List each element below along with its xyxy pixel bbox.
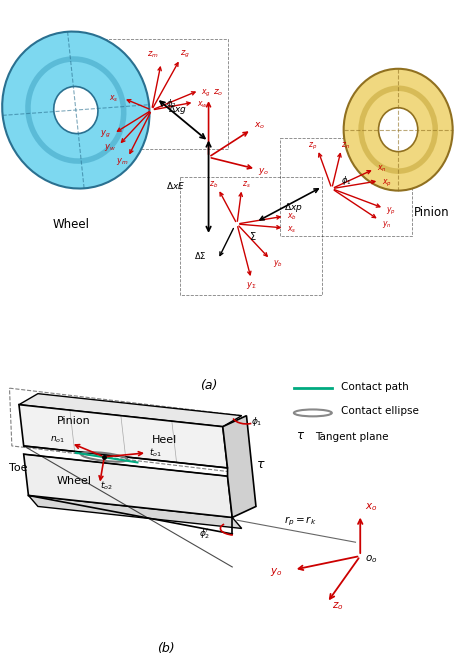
- Text: (b): (b): [157, 643, 175, 655]
- Text: $y_o$: $y_o$: [258, 166, 270, 177]
- Text: $z_o$: $z_o$: [213, 87, 224, 98]
- Text: $z_p$: $z_p$: [308, 141, 317, 152]
- Text: $y_g$: $y_g$: [100, 129, 110, 140]
- Text: $\tau$: $\tau$: [296, 429, 305, 442]
- Text: Pinion: Pinion: [413, 206, 449, 219]
- Ellipse shape: [379, 108, 418, 151]
- Polygon shape: [19, 405, 228, 468]
- Ellipse shape: [344, 69, 453, 191]
- Text: $y_\Sigma$: $y_\Sigma$: [246, 280, 257, 291]
- Text: $z_m$: $z_m$: [147, 50, 159, 60]
- Text: $z_o$: $z_o$: [332, 600, 343, 612]
- Text: $\phi_1$: $\phi_1$: [251, 415, 263, 428]
- Text: $\Sigma$: $\Sigma$: [249, 230, 256, 242]
- Text: $\Delta xg$: $\Delta xg$: [168, 103, 187, 116]
- Text: $z_b$: $z_b$: [209, 179, 218, 190]
- Text: Pinion: Pinion: [57, 416, 91, 426]
- Text: $t_{o2}$: $t_{o2}$: [100, 479, 112, 492]
- Text: $y_b$: $y_b$: [273, 258, 283, 269]
- Text: $o_o$: $o_o$: [365, 553, 377, 565]
- Text: Contact ellipse: Contact ellipse: [341, 406, 419, 417]
- Text: $t_{o1}$: $t_{o1}$: [149, 447, 162, 459]
- Text: Contact path: Contact path: [341, 381, 409, 392]
- Text: Toe: Toe: [9, 462, 28, 473]
- Polygon shape: [19, 394, 242, 426]
- Text: $z_g$: $z_g$: [180, 48, 190, 60]
- Polygon shape: [24, 454, 232, 517]
- Polygon shape: [223, 416, 256, 517]
- Text: $x_n$: $x_n$: [377, 164, 387, 174]
- Text: Wheel: Wheel: [57, 476, 92, 487]
- Text: $z_n$: $z_n$: [341, 140, 350, 151]
- Text: $\Delta\Sigma$: $\Delta\Sigma$: [194, 250, 207, 261]
- Text: $x_g$: $x_g$: [201, 88, 211, 99]
- Text: $y_p$: $y_p$: [386, 206, 396, 217]
- Text: Wheel: Wheel: [53, 218, 90, 231]
- Text: $z_s$: $z_s$: [242, 179, 250, 190]
- Text: $y_n$: $y_n$: [382, 219, 392, 230]
- Text: $\phi_1$: $\phi_1$: [341, 174, 352, 187]
- Text: (a): (a): [200, 379, 217, 392]
- Text: $y_o$: $y_o$: [270, 566, 283, 578]
- Polygon shape: [28, 495, 242, 529]
- Text: $x_o$: $x_o$: [254, 121, 265, 131]
- Text: $x_s$: $x_s$: [287, 225, 296, 235]
- Text: $y_w$: $y_w$: [104, 142, 116, 153]
- Text: $\Delta xp$: $\Delta xp$: [284, 201, 303, 214]
- Text: $n_{o1}$: $n_{o1}$: [50, 435, 65, 445]
- Text: $\phi_2'$: $\phi_2'$: [199, 528, 210, 541]
- Text: $y_m$: $y_m$: [116, 156, 128, 167]
- Text: $x_w$: $x_w$: [197, 99, 208, 109]
- Text: $x_s$: $x_s$: [109, 93, 118, 103]
- Text: $\phi_2$: $\phi_2$: [166, 97, 177, 110]
- Text: $x_p$: $x_p$: [382, 178, 392, 189]
- Text: $x_b$: $x_b$: [287, 211, 297, 221]
- Text: Tangent plane: Tangent plane: [315, 432, 389, 442]
- Ellipse shape: [54, 86, 98, 134]
- Text: $x_o$: $x_o$: [365, 501, 377, 513]
- Text: $r_p = r_k$: $r_p = r_k$: [284, 514, 317, 528]
- Text: Heel: Heel: [152, 435, 177, 445]
- Text: $\Delta xE$: $\Delta xE$: [166, 179, 185, 191]
- Text: $\tau$: $\tau$: [256, 458, 265, 471]
- Ellipse shape: [2, 31, 149, 189]
